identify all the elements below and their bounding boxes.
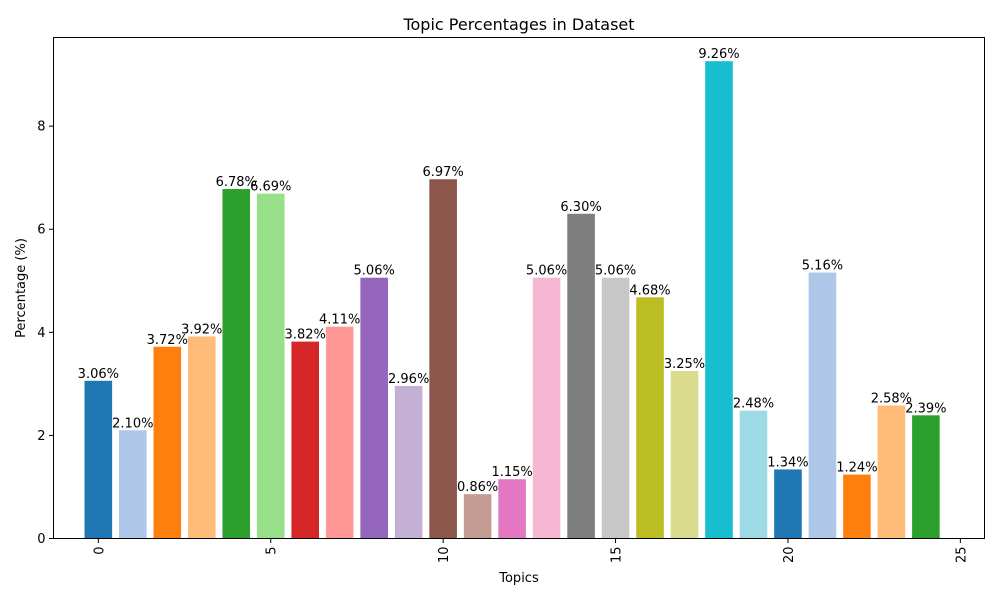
bar-value-label: 2.48% [733, 397, 774, 412]
x-tick-label: 10 [437, 547, 452, 564]
bar-value-label: 5.16% [802, 259, 843, 274]
bar-topic-19 [739, 410, 768, 539]
bar-value-label: 4.68% [629, 283, 670, 298]
bar-value-label: 3.72% [147, 333, 188, 348]
bar-value-label: 1.34% [767, 455, 808, 470]
y-axis: 0 2 4 6 8 [37, 120, 54, 547]
bar-value-label: 5.06% [354, 264, 395, 279]
bar-value-label: 3.25% [664, 357, 705, 372]
bar-topic-0 [84, 380, 113, 539]
bar-value-label: 2.58% [871, 392, 912, 407]
bar-value-label: 3.06% [78, 367, 119, 382]
bar-topic-16 [636, 297, 664, 539]
x-tick-label: 15 [610, 547, 625, 564]
bar-topic-18 [705, 61, 733, 539]
axes-frame [53, 37, 985, 539]
bar-value-label: 5.06% [595, 264, 636, 279]
x-axis: 0 5 10 15 20 25 [92, 538, 969, 564]
x-tick-label: 5 [265, 547, 280, 555]
bar-topic-1 [119, 430, 147, 539]
x-tick-label: 20 [782, 547, 797, 564]
y-tick-label: 0 [37, 532, 45, 547]
bar-topic-11 [463, 494, 492, 539]
bar-topic-22 [843, 474, 871, 539]
bar-topic-17 [670, 370, 699, 539]
bar-topic-24 [912, 415, 940, 539]
bar-value-label: 3.82% [285, 328, 326, 343]
bar-value-label: 1.15% [491, 465, 532, 480]
chart-title: Topic Percentages in Dataset [402, 15, 634, 34]
bar-topic-3 [187, 336, 216, 539]
bar-value-label: 6.78% [216, 175, 257, 190]
bar-value-label: 6.30% [560, 200, 601, 215]
x-tick-label: 0 [92, 547, 107, 555]
bar-topic-5 [256, 193, 285, 539]
bar-topic-14 [567, 213, 595, 539]
bar-value-label: 9.26% [698, 47, 739, 62]
bar-topic-13 [532, 277, 561, 539]
bar-value-label: 6.69% [250, 180, 291, 195]
bar-topic-12 [498, 479, 526, 539]
bar-topic-7 [325, 326, 354, 539]
bar-topic-20 [774, 469, 802, 539]
bar-value-label: 0.86% [457, 480, 498, 495]
bar-topic-2 [153, 346, 182, 539]
y-tick-label: 8 [37, 120, 45, 135]
bar-value-label: 5.06% [526, 264, 567, 279]
y-tick-label: 6 [37, 223, 45, 238]
bar-topic-23 [877, 405, 906, 539]
y-tick-label: 4 [37, 326, 45, 341]
bar-value-label: 2.39% [905, 401, 946, 416]
x-tick-label: 25 [954, 547, 969, 564]
y-tick-label: 2 [37, 429, 45, 444]
bar-topic-6 [291, 341, 320, 539]
bar-topic-21 [808, 272, 837, 539]
bar-value-label: 2.96% [388, 372, 429, 387]
bar-topic-10 [429, 179, 457, 539]
y-axis-label: Percentage (%) [14, 238, 29, 338]
bar-value-label: 3.92% [181, 322, 222, 337]
x-axis-label: Topics [498, 571, 539, 586]
bar-value-label: 2.10% [112, 416, 153, 431]
bar-value-label: 4.11% [319, 313, 360, 328]
plot-area: 3.06% 2.10% 3.72%3.92% 6.78%6.69% 3.82%4.11%… [78, 47, 947, 539]
bar-topic-8 [360, 277, 388, 539]
bar-value-label: 1.24% [836, 461, 877, 476]
bar-topic-4 [222, 189, 251, 539]
bar-topic-9 [394, 385, 423, 539]
bar-topic-15 [601, 277, 630, 539]
bar-value-label: 6.97% [422, 165, 463, 180]
